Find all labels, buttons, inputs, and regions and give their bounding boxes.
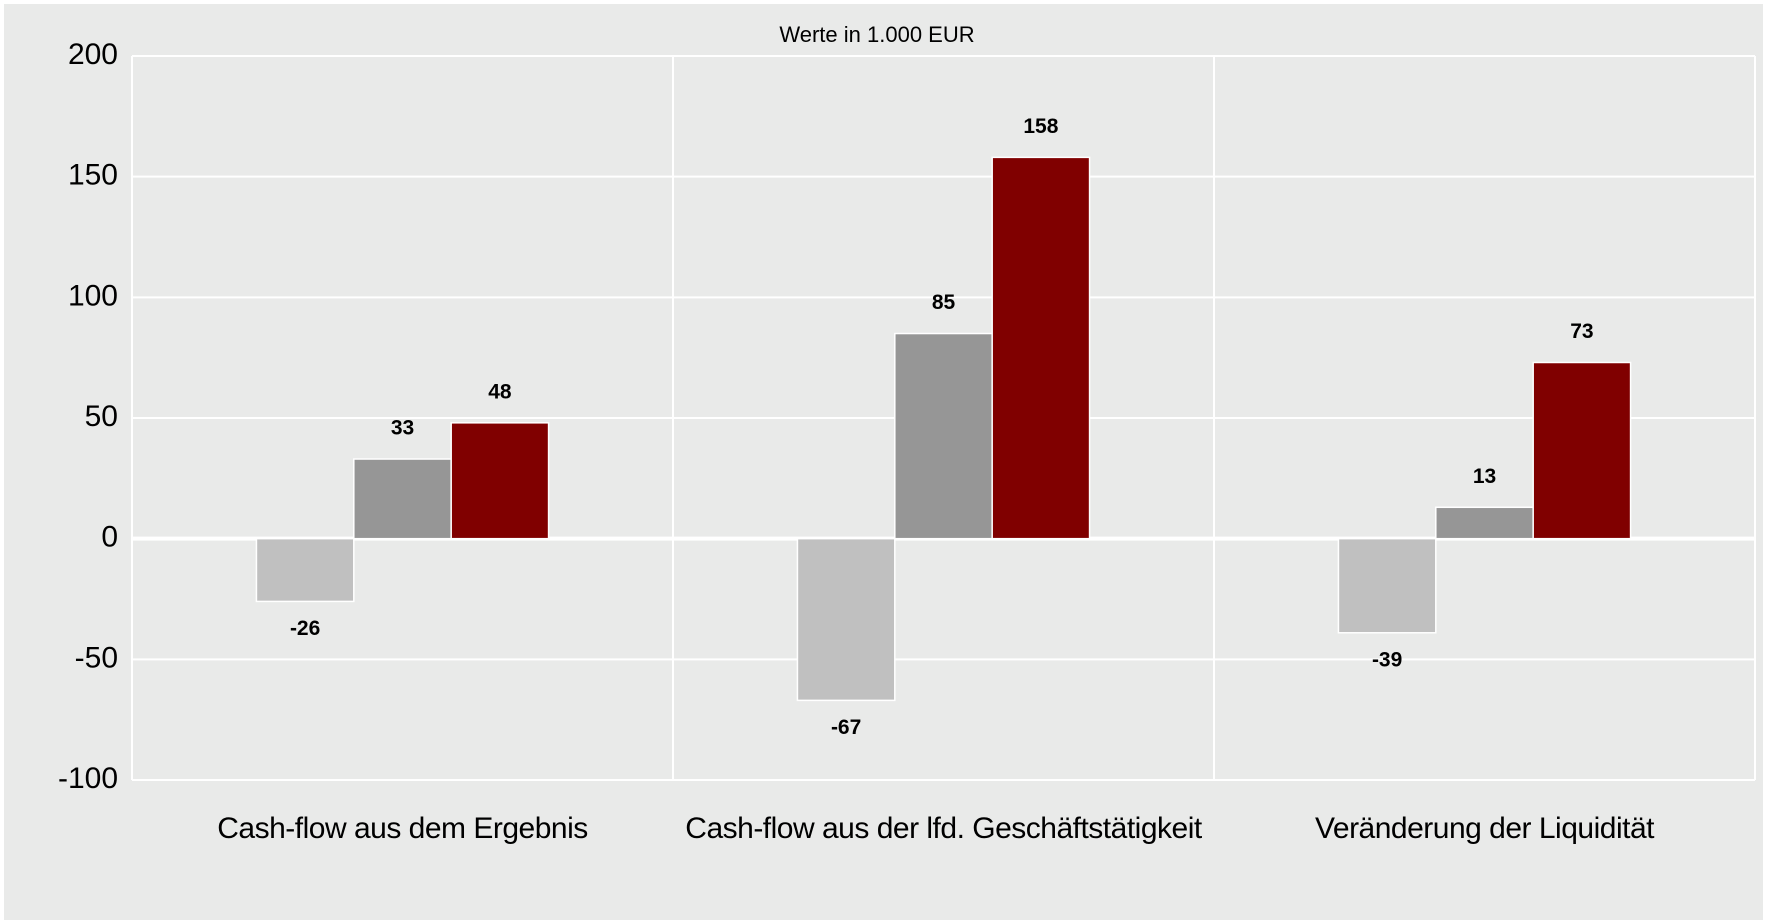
bar [1532, 361, 1632, 540]
x-tick-label: Cash-flow aus der lfd. Geschäftstätigkei… [685, 812, 1202, 845]
y-tick-label: 50 [85, 400, 118, 433]
y-tick-label: 200 [68, 38, 118, 71]
bar [255, 537, 355, 603]
y-tick-label: 100 [68, 279, 118, 312]
bar [353, 458, 452, 540]
y-tick-label: 0 [101, 521, 118, 554]
bar [450, 422, 550, 540]
data-label: 48 [488, 380, 512, 403]
background [4, 4, 1763, 920]
data-label: -26 [290, 617, 320, 640]
data-label: 85 [932, 291, 956, 314]
data-label: 158 [1023, 115, 1058, 138]
x-tick-label: Cash-flow aus dem Ergebnis [217, 812, 588, 845]
bar [796, 537, 896, 702]
y-tick-label: -50 [75, 641, 118, 674]
data-label: 33 [391, 417, 414, 440]
data-label: -67 [831, 716, 861, 739]
bar [1435, 506, 1534, 540]
data-label: 73 [1570, 320, 1593, 343]
chart-subtitle: Werte in 1.000 EUR [779, 22, 974, 47]
y-tick-label: -100 [58, 762, 118, 795]
bar [894, 332, 993, 540]
data-label: -39 [1372, 648, 1402, 671]
bar [1337, 537, 1437, 634]
x-tick-label: Veränderung der Liquidität [1315, 812, 1654, 845]
bar [991, 156, 1091, 540]
data-label: 13 [1473, 465, 1496, 488]
y-tick-label: 150 [68, 159, 118, 192]
